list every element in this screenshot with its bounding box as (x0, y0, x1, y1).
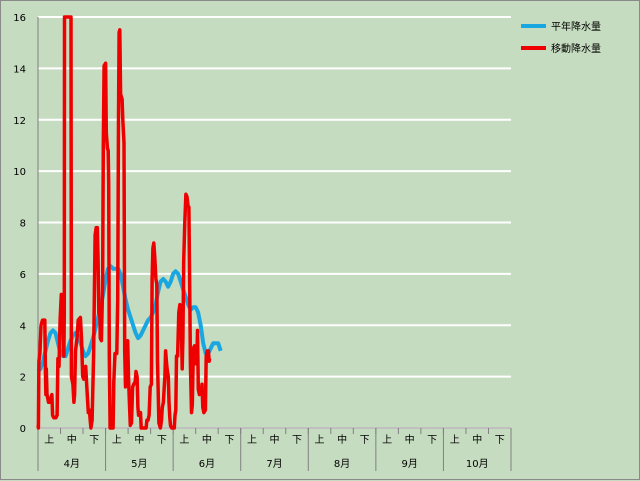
decade-label: 下 (360, 435, 370, 446)
decade-label: 中 (405, 433, 415, 446)
decade-label: 下 (427, 435, 437, 446)
y-tick-label: 4 (20, 321, 26, 332)
decade-label: 下 (89, 435, 99, 446)
month-label: 10月 (466, 458, 489, 470)
decade-label: 上 (44, 434, 54, 446)
y-tick-label: 10 (13, 167, 26, 178)
month-label: 8月 (334, 458, 350, 470)
decade-label: 上 (450, 434, 460, 446)
decade-label: 中 (472, 433, 482, 446)
y-tick-label: 6 (20, 270, 26, 281)
decade-label: 上 (382, 434, 392, 446)
decade-label: 中 (337, 433, 347, 446)
decade-label: 下 (224, 435, 234, 446)
y-tick-label: 16 (13, 13, 26, 24)
y-tick-label: 14 (13, 64, 26, 75)
x-axis: 上中下上中下上中下上中下上中下上中下上中下4月 5月 6月 7月 8月 9月 10月 (37, 427, 512, 471)
legend-label: 平年降水量 (551, 20, 601, 33)
moving-rainfall-line (36, 15, 212, 430)
month-label: 9月 (401, 458, 417, 470)
decade-label: 上 (179, 434, 189, 446)
y-tick-label: 8 (20, 219, 26, 230)
month-label: 5月 (131, 458, 147, 470)
month-label: 7月 (266, 458, 282, 470)
plot-series (36, 15, 223, 430)
decade-label: 上 (315, 434, 325, 446)
decade-label: 中 (270, 433, 280, 446)
decade-label: 下 (157, 435, 167, 446)
decade-label: 下 (495, 435, 505, 446)
y-tick-label: 2 (20, 373, 26, 384)
decade-label: 中 (67, 433, 77, 446)
legend-label: 移動降水量 (551, 42, 601, 55)
decade-label: 上 (247, 434, 257, 446)
month-label: 4月 (64, 458, 80, 470)
y-tick-label: 0 (20, 424, 26, 435)
month-label: 6月 (199, 458, 215, 470)
decade-label: 中 (134, 433, 144, 446)
decade-label: 上 (112, 434, 122, 446)
y-tick-label: 12 (13, 116, 26, 127)
decade-label: 中 (202, 433, 212, 446)
y-axis: 0 2 4 6 8 10 12 14 16 (13, 13, 39, 435)
decade-label: 下 (292, 435, 302, 446)
